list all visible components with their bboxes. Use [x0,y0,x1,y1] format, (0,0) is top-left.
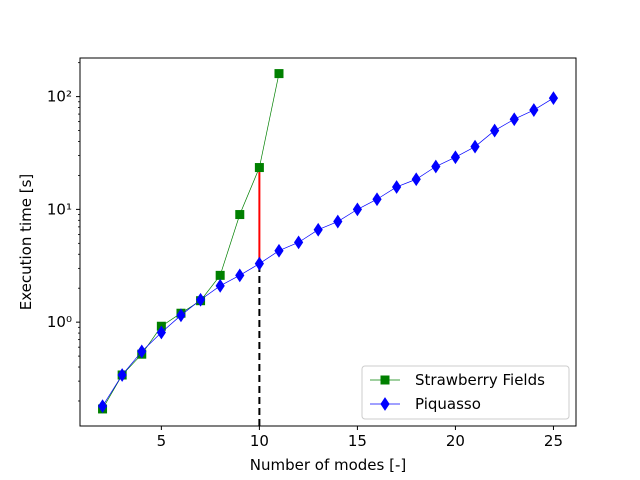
y-axis: 10⁰ 10¹ 10² [47,62,80,402]
data-point [235,210,245,220]
data-point [274,243,284,258]
data-point [235,268,245,283]
x-axis: 5 10 15 20 25 [157,426,563,450]
series-0 [98,69,284,414]
x-axis-label: Number of modes [-] [250,456,407,474]
y-tick-label: 10² [47,88,72,106]
data-point [411,172,421,187]
x-tick-label: 25 [544,432,563,450]
legend: Strawberry Fields Piquasso [361,365,570,420]
data-point [548,91,559,106]
x-tick-label: 5 [157,432,167,450]
data-point [450,150,461,165]
x-tick-label: 15 [348,432,367,450]
data-point [333,214,343,229]
data-point [470,139,480,154]
data-point [509,112,519,127]
series-line [102,97,554,407]
plot-frame [79,57,577,427]
data-point [195,292,206,307]
data-point [254,256,264,271]
data-point [254,163,264,173]
data-point [490,123,500,138]
data-point [352,202,363,217]
data-point [372,192,382,207]
y-tick-label: 10¹ [47,200,72,218]
data-point [529,103,539,117]
data-point [392,180,402,194]
data-point [117,368,127,382]
legend-label: Piquasso [415,395,481,413]
data-point [274,69,284,79]
data-point [137,344,147,359]
y-axis-label: Execution time [s] [17,174,35,311]
data-point [293,235,304,250]
legend-marker [380,397,390,411]
plot-series [97,69,559,414]
series-1 [97,91,559,414]
data-point [97,399,108,414]
data-point [215,278,225,293]
data-point [431,159,441,174]
y-tick-label: 10⁰ [47,313,72,331]
legend-box [361,365,570,420]
data-point [215,270,225,280]
legend-marker [380,375,390,385]
x-tick-label: 20 [446,432,465,450]
data-point [156,325,166,340]
x-tick-label: 10 [250,432,269,450]
legend-label: Strawberry Fields [415,371,545,389]
series-line [102,73,280,410]
data-point [176,308,186,323]
data-point [313,222,323,237]
